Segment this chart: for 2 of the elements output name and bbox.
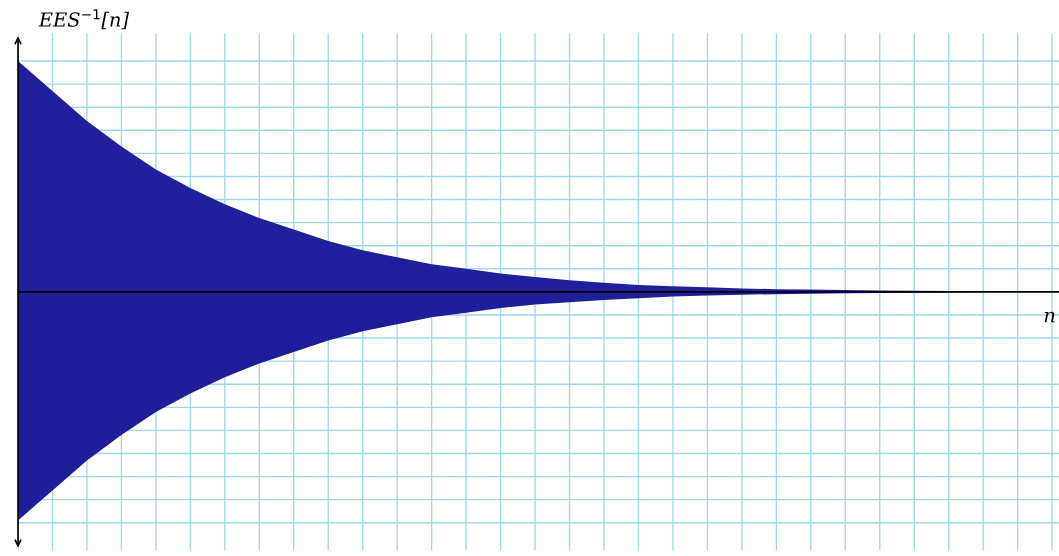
y-axis-title: EES$^{−1}$[n]	[38, 9, 130, 30]
x-axis-title: n	[1044, 311, 1055, 323]
